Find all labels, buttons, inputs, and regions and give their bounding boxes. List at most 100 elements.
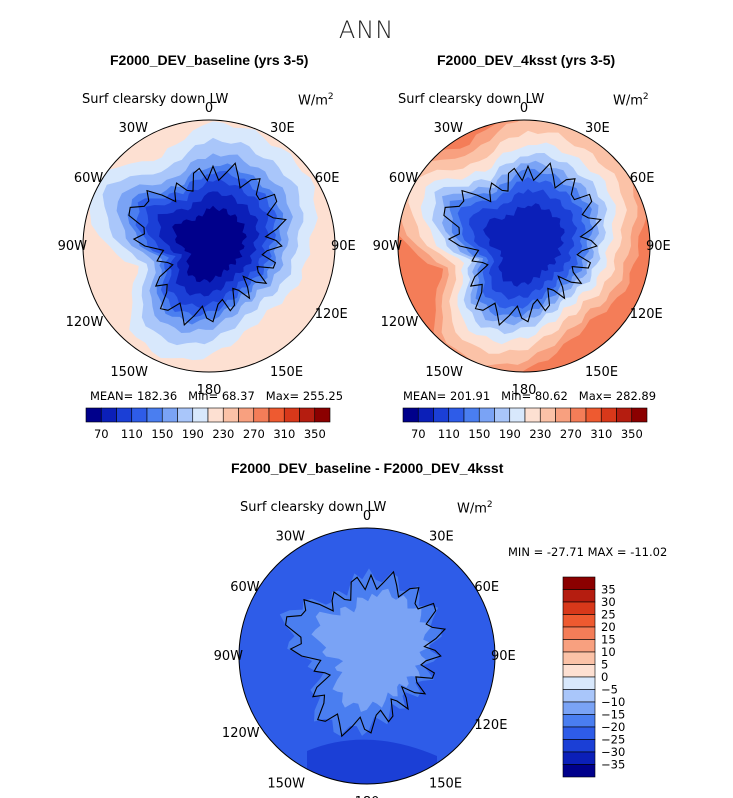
longitude-label: 0 — [205, 101, 213, 116]
colorbar-tick-label: 25 — [601, 608, 616, 622]
longitude-label: 150W — [425, 365, 463, 380]
colorbar-4ksst: 70 110 150 190 230 270 310 350 — [402, 407, 648, 441]
colorbar-swatch — [562, 601, 596, 615]
colorbar-swatch — [238, 407, 255, 423]
longitude-label: 60E — [630, 171, 655, 186]
colorbar-swatch — [562, 614, 596, 628]
antarctica-coastline — [128, 162, 287, 326]
longitude-label: 90E — [331, 239, 356, 254]
colorbar-tick-label: 310 — [273, 427, 295, 441]
colorbar-swatch — [562, 651, 596, 665]
baseline-polar-map — [83, 120, 335, 372]
colorbar-tick-label: 30 — [601, 595, 616, 609]
colorbar-tick-label: −20 — [601, 720, 625, 734]
colorbar-swatch — [562, 714, 596, 728]
longitude-label: 60E — [474, 580, 499, 595]
colorbar-swatch — [299, 407, 316, 423]
longitude-label: 30E — [270, 121, 295, 136]
longitude-label: 180 — [512, 383, 537, 398]
colorbar-tick-label: −15 — [601, 708, 625, 722]
colorbar-swatch — [433, 407, 450, 423]
longitude-label: 150W — [110, 365, 148, 380]
longitude-label: 180 — [355, 795, 380, 798]
colorbar-swatch — [616, 407, 633, 423]
colorbar-tick-label: 10 — [601, 645, 616, 659]
longitude-label: 180 — [197, 383, 222, 398]
colorbar-swatch — [314, 407, 331, 423]
colorbar-tick-label: 110 — [438, 427, 460, 441]
colorbar-swatch — [463, 407, 480, 423]
antarctica-coastline — [285, 570, 447, 738]
colorbar-swatch — [116, 407, 133, 423]
colorbar-tick-label: 190 — [499, 427, 521, 441]
panel-2-units-label: W/m2 — [613, 92, 649, 109]
colorbar-swatch — [85, 407, 102, 423]
longitude-label: 90W — [58, 239, 88, 254]
colorbar-tick-label: 70 — [94, 427, 109, 441]
contour-fill-level — [311, 588, 432, 712]
longitude-label: 120E — [315, 307, 348, 322]
longitude-label: 90W — [214, 649, 244, 664]
colorbar-baseline: 70 110 150 190 230 270 310 350 — [85, 407, 331, 441]
colorbar-swatch — [268, 407, 285, 423]
longitude-label: 90W — [373, 239, 403, 254]
colorbar-tick-label: 150 — [151, 427, 173, 441]
longitude-label: 150W — [267, 777, 305, 792]
contour-fill-level — [483, 203, 565, 287]
colorbar-swatch — [562, 739, 596, 753]
colorbar-tick-label: −25 — [601, 733, 625, 747]
panel-1-stats: MEAN= 182.36 Min= 68.37 Max= 255.25 — [90, 389, 343, 403]
4ksst-polar-map — [398, 120, 650, 372]
longitude-label: 0 — [363, 509, 371, 524]
map-boundary-circle — [238, 527, 496, 785]
longitude-label: 90E — [491, 649, 516, 664]
colorbar-swatch — [494, 407, 511, 423]
colorbar-swatch — [562, 589, 596, 603]
colorbar-tick-label: 110 — [121, 427, 143, 441]
panel-1-variable-label: Surf clearsky down LW — [82, 92, 229, 107]
colorbar-tick-label: 230 — [212, 427, 234, 441]
contour-fill-level — [172, 205, 247, 283]
longitude-label: 120W — [222, 726, 260, 741]
colorbar-tick-label: 35 — [601, 583, 616, 597]
longitude-label: 60W — [230, 580, 260, 595]
difference-polar-map — [239, 528, 495, 784]
longitude-label: 60E — [315, 171, 340, 186]
colorbar-swatch — [207, 407, 224, 423]
longitude-label: 120W — [66, 315, 104, 330]
panel-2-stats: MEAN= 201.91 Min= 80.62 Max= 282.89 — [403, 389, 656, 403]
colorbar-tick-label: 0 — [601, 670, 608, 684]
panel-3-minmax: MIN = -27.71 MAX = -11.02 — [508, 545, 668, 559]
longitude-label: 120E — [474, 718, 507, 733]
colorbar-swatch — [570, 407, 587, 423]
colorbar-swatch — [222, 407, 239, 423]
longitude-label: 30W — [276, 530, 306, 545]
longitude-label: 150E — [429, 777, 462, 792]
panel-2-title: F2000_DEV_4ksst (yrs 3-5) — [437, 52, 616, 68]
colorbar-tick-label: 230 — [529, 427, 551, 441]
colorbar-swatch — [524, 407, 541, 423]
colorbar-tick-label: 15 — [601, 633, 616, 647]
colorbar-tick-label: −30 — [601, 745, 625, 759]
colorbar-swatch — [555, 407, 572, 423]
colorbar-swatch — [253, 407, 270, 423]
longitude-label: 60W — [389, 171, 419, 186]
colorbar-swatch — [562, 676, 596, 690]
colorbar-swatch — [562, 639, 596, 653]
longitude-label: 90E — [646, 239, 671, 254]
colorbar-swatch — [161, 407, 178, 423]
colorbar-tick-label: 350 — [621, 427, 643, 441]
panel-2-variable-label: Surf clearsky down LW — [398, 92, 545, 107]
colorbar-tick-label: 150 — [468, 427, 490, 441]
panel-2-mean: MEAN= 201.91 — [403, 389, 491, 403]
panel-1-title: F2000_DEV_baseline (yrs 3-5) — [110, 52, 309, 68]
panel-2-min: Min= 80.62 — [501, 389, 568, 403]
colorbar-swatch — [562, 751, 596, 765]
longitude-label: 30E — [429, 530, 454, 545]
longitude-label: 30E — [585, 121, 610, 136]
colorbar-swatch — [585, 407, 602, 423]
colorbar-tick-label: −35 — [601, 758, 625, 772]
colorbar-swatch — [417, 407, 434, 423]
